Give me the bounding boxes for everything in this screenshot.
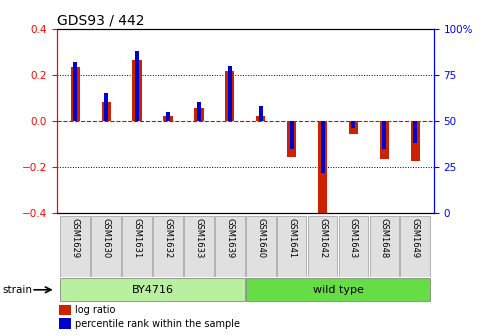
- Bar: [318, 121, 327, 218]
- FancyBboxPatch shape: [339, 216, 368, 277]
- Text: GSM1643: GSM1643: [349, 217, 358, 258]
- Bar: [133, 60, 141, 121]
- Bar: [194, 108, 204, 121]
- Bar: [197, 102, 201, 121]
- Text: GSM1632: GSM1632: [164, 217, 173, 258]
- FancyBboxPatch shape: [61, 216, 90, 277]
- FancyBboxPatch shape: [215, 216, 245, 277]
- Bar: [102, 102, 111, 121]
- Bar: [225, 71, 235, 121]
- Bar: [135, 51, 139, 121]
- Text: GSM1649: GSM1649: [411, 217, 420, 258]
- Bar: [289, 121, 294, 149]
- Bar: [320, 121, 324, 173]
- FancyBboxPatch shape: [400, 216, 430, 277]
- Text: strain: strain: [2, 285, 33, 295]
- FancyBboxPatch shape: [91, 216, 121, 277]
- FancyBboxPatch shape: [246, 216, 276, 277]
- Bar: [59, 305, 71, 315]
- FancyBboxPatch shape: [61, 278, 245, 301]
- Bar: [287, 121, 296, 157]
- FancyBboxPatch shape: [308, 216, 337, 277]
- Text: log ratio: log ratio: [75, 305, 115, 315]
- Text: GSM1640: GSM1640: [256, 217, 265, 258]
- FancyBboxPatch shape: [153, 216, 183, 277]
- Text: GSM1642: GSM1642: [318, 217, 327, 258]
- Text: GSM1630: GSM1630: [102, 217, 110, 258]
- FancyBboxPatch shape: [370, 216, 399, 277]
- Bar: [256, 116, 265, 121]
- FancyBboxPatch shape: [246, 278, 430, 301]
- Bar: [104, 93, 108, 121]
- Bar: [73, 62, 77, 121]
- Text: GSM1633: GSM1633: [194, 217, 204, 258]
- Bar: [411, 121, 420, 161]
- Text: GSM1629: GSM1629: [70, 217, 80, 258]
- Bar: [228, 66, 232, 121]
- Bar: [166, 112, 170, 121]
- Bar: [413, 121, 417, 143]
- Text: GSM1639: GSM1639: [225, 217, 234, 258]
- Bar: [380, 121, 389, 159]
- FancyBboxPatch shape: [277, 216, 307, 277]
- Text: GDS93 / 442: GDS93 / 442: [57, 13, 144, 28]
- Text: wild type: wild type: [313, 285, 363, 295]
- Bar: [349, 121, 358, 134]
- FancyBboxPatch shape: [184, 216, 214, 277]
- Bar: [163, 116, 173, 121]
- Text: percentile rank within the sample: percentile rank within the sample: [75, 319, 240, 329]
- Text: GSM1631: GSM1631: [133, 217, 141, 258]
- FancyBboxPatch shape: [122, 216, 152, 277]
- Text: GSM1641: GSM1641: [287, 217, 296, 258]
- Text: GSM1648: GSM1648: [380, 217, 389, 258]
- Bar: [70, 67, 80, 121]
- Bar: [383, 121, 387, 149]
- Bar: [259, 106, 263, 121]
- Bar: [352, 121, 355, 128]
- Text: BY4716: BY4716: [132, 285, 174, 295]
- Bar: [59, 319, 71, 329]
